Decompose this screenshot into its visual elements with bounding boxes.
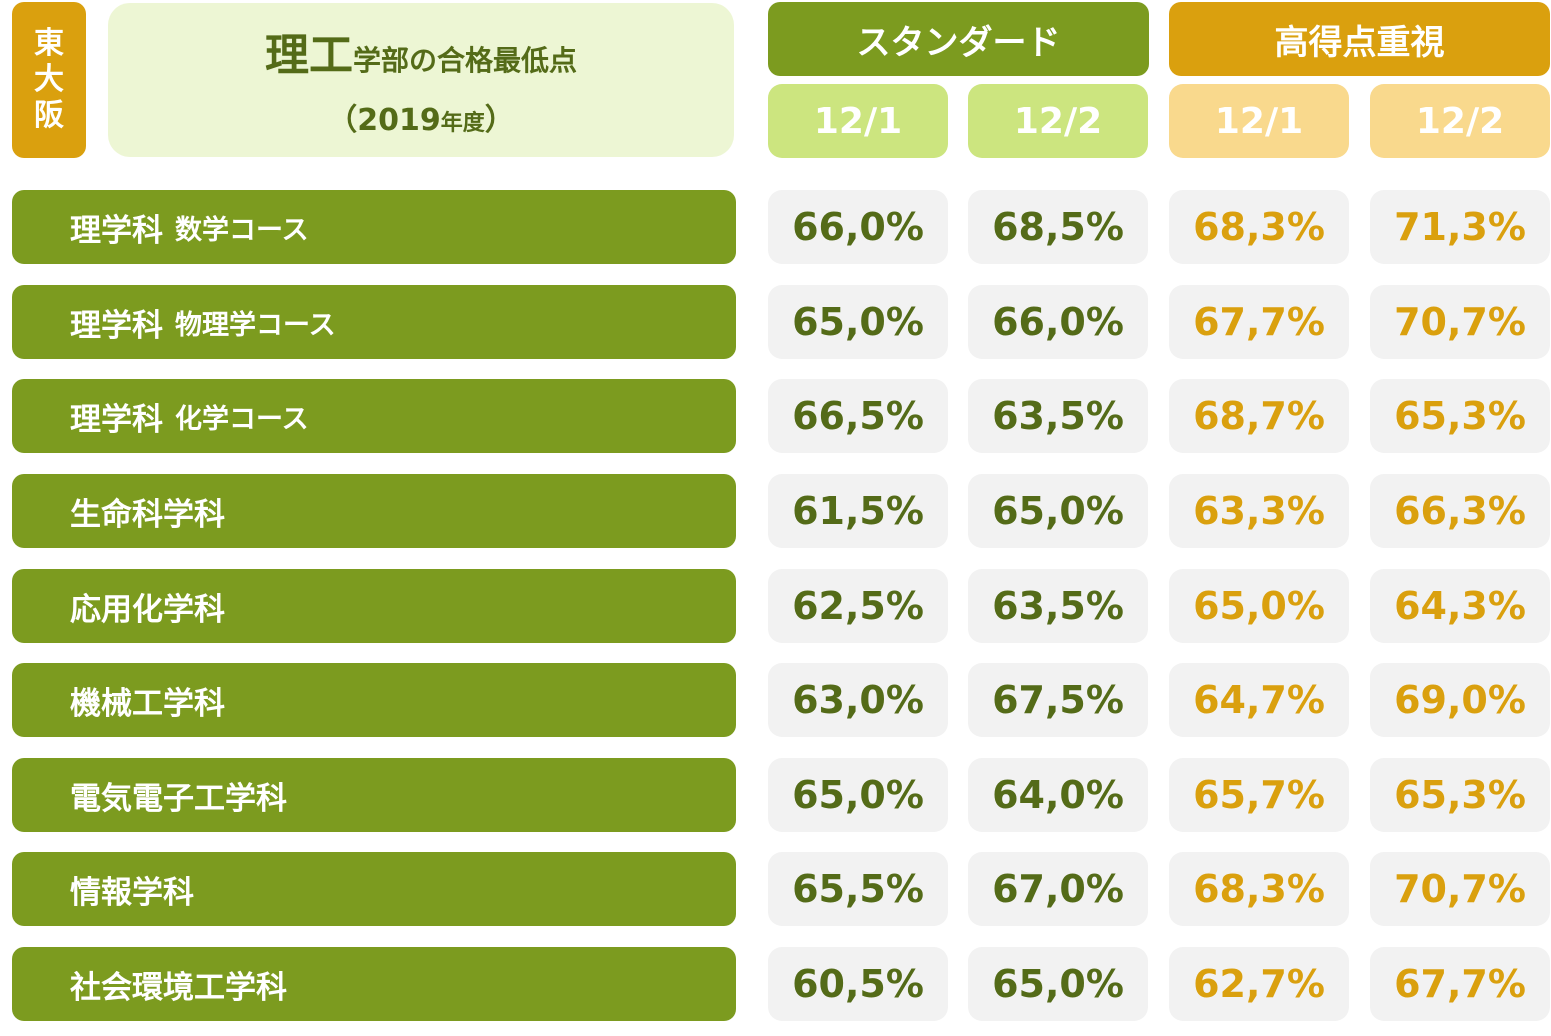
row-label: 理学科 数学コース: [12, 190, 736, 264]
date-header-high-2: 12/2: [1370, 84, 1550, 158]
department-name: 理学科: [70, 212, 163, 249]
score-cell: 68,5%: [968, 190, 1148, 264]
score-cell: 65,5%: [768, 852, 948, 926]
department-name: 応用化学科: [70, 591, 225, 628]
score-cell: 65,0%: [768, 285, 948, 359]
score-cell: 63,5%: [968, 379, 1148, 453]
date-header-standard-2: 12/2: [968, 84, 1148, 158]
year-suffix: 年度: [440, 111, 485, 136]
score-cell: 66,0%: [968, 285, 1148, 359]
score-cell: 68,7%: [1169, 379, 1349, 453]
row-label: 社会環境工学科: [12, 947, 736, 1021]
score-cell: 64,7%: [1169, 663, 1349, 737]
score-cell: 62,5%: [768, 569, 948, 643]
row-label: 応用化学科: [12, 569, 736, 643]
group-header-high-score: 高得点重視: [1169, 2, 1550, 76]
row-label: 情報学科: [12, 852, 736, 926]
score-cell: 66,3%: [1370, 474, 1550, 548]
title-box: 理工学部の合格最低点 （2019年度）: [108, 3, 734, 157]
score-cell: 61,5%: [768, 474, 948, 548]
department-name: 電気電子工学科: [70, 780, 287, 817]
score-cell: 69,0%: [1370, 663, 1550, 737]
date-header-high-1: 12/1: [1169, 84, 1349, 158]
score-cell: 60,5%: [768, 947, 948, 1021]
score-cell: 62,7%: [1169, 947, 1349, 1021]
row-label: 理学科 化学コース: [12, 379, 736, 453]
department-name: 理学科: [70, 401, 163, 438]
department-name: 情報学科: [70, 874, 194, 911]
score-cell: 70,7%: [1370, 852, 1550, 926]
page-subtitle-year: （2019年度）: [108, 95, 734, 139]
score-cell: 63,5%: [968, 569, 1148, 643]
row-label: 生命科学科: [12, 474, 736, 548]
score-cell: 65,3%: [1370, 379, 1550, 453]
region-char: 東: [34, 26, 64, 61]
page-title: 理工学部の合格最低点: [108, 19, 734, 83]
row-label: 理学科 物理学コース: [12, 285, 736, 359]
score-cell: 64,0%: [968, 758, 1148, 832]
group-header-standard: スタンダード: [768, 2, 1149, 76]
score-cell: 66,5%: [768, 379, 948, 453]
region-char: 大: [34, 62, 64, 97]
title-faculty: 理工: [264, 30, 353, 81]
score-cell: 70,7%: [1370, 285, 1550, 359]
date-header-standard-1: 12/1: [768, 84, 948, 158]
year-open: （2019: [327, 103, 441, 138]
row-label: 電気電子工学科: [12, 758, 736, 832]
course-name: 物理学コース: [175, 309, 336, 341]
score-cell: 65,3%: [1370, 758, 1550, 832]
title-rest: 学部の合格最低点: [352, 44, 577, 77]
region-badge: 東 大 阪: [12, 2, 86, 158]
score-cell: 66,0%: [768, 190, 948, 264]
department-name: 機械工学科: [70, 685, 225, 722]
year-close: ）: [484, 103, 515, 138]
score-cell: 64,3%: [1370, 569, 1550, 643]
score-cell: 63,0%: [768, 663, 948, 737]
department-name: 社会環境工学科: [70, 969, 287, 1006]
score-cell: 65,0%: [968, 474, 1148, 548]
score-cell: 68,3%: [1169, 852, 1349, 926]
course-name: 数学コース: [175, 214, 309, 246]
score-cell: 67,0%: [968, 852, 1148, 926]
region-char: 阪: [34, 98, 64, 133]
course-name: 化学コース: [175, 403, 309, 435]
score-cell: 65,7%: [1169, 758, 1349, 832]
score-cell: 65,0%: [768, 758, 948, 832]
score-cell: 67,7%: [1169, 285, 1349, 359]
score-cell: 65,0%: [1169, 569, 1349, 643]
score-cell: 67,7%: [1370, 947, 1550, 1021]
score-cell: 67,5%: [968, 663, 1148, 737]
score-cell: 71,3%: [1370, 190, 1550, 264]
score-cell: 68,3%: [1169, 190, 1349, 264]
score-cell: 63,3%: [1169, 474, 1349, 548]
department-name: 理学科: [70, 307, 163, 344]
department-name: 生命科学科: [70, 496, 225, 533]
score-cell: 65,0%: [968, 947, 1148, 1021]
row-label: 機械工学科: [12, 663, 736, 737]
